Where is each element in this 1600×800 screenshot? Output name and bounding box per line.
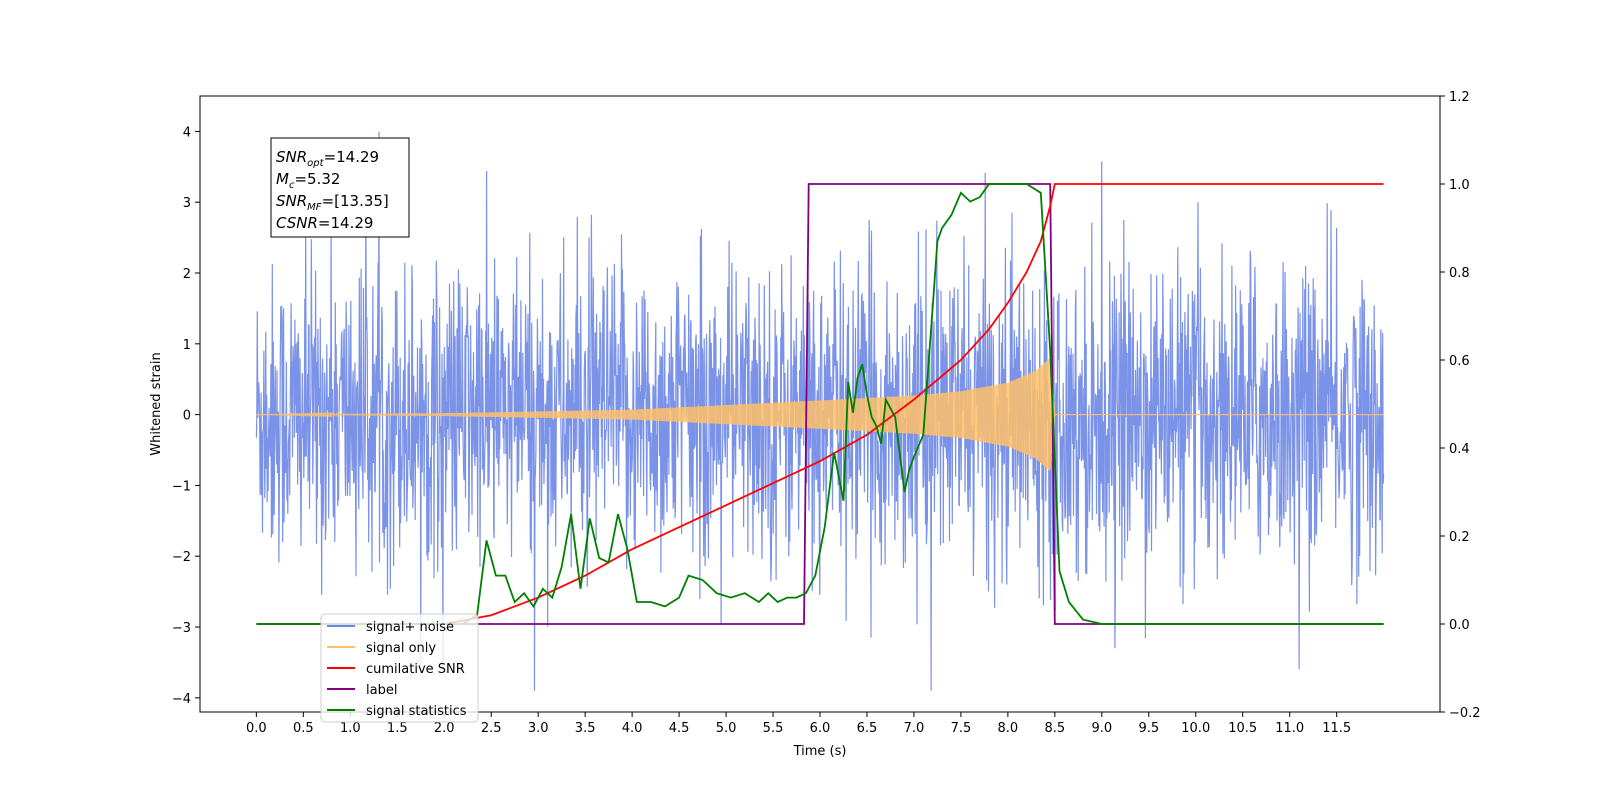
legend: signal+ noise signal only cumilative SNR la…	[320, 613, 479, 723]
y-axis-label: Whitened strain	[149, 352, 164, 455]
y2-tick-label: 1.0	[1449, 178, 1470, 193]
y-tick-label: 3	[183, 196, 191, 211]
legend-label: signal+ noise	[366, 620, 454, 635]
x-tick-label: 2.5	[481, 721, 502, 736]
x-tick-label: 5.0	[716, 721, 737, 736]
y-tick-label: −3	[172, 621, 191, 636]
series-signal-statistics	[256, 183, 1384, 625]
annotation-line: Mc=5.32	[276, 170, 340, 191]
y-tick-label: 2	[183, 267, 191, 282]
x-tick-label: 0.0	[246, 721, 267, 736]
plot-area	[255, 131, 1385, 691]
x-tick-label: 8.0	[998, 721, 1019, 736]
x-tick-label: 8.5	[1045, 721, 1066, 736]
x-tick-label: 9.5	[1138, 721, 1159, 736]
y2-tick-label: 1.2	[1449, 90, 1470, 105]
y-tick-label: −4	[172, 692, 191, 707]
x-tick-label: 1.5	[387, 721, 408, 736]
annotation-line: CSNR=14.29	[276, 214, 373, 232]
x-tick-label: 10.5	[1228, 721, 1257, 736]
legend-label: signal only	[366, 641, 436, 656]
y-tick-label: −2	[172, 550, 191, 565]
y2-tick-label: 0.6	[1449, 354, 1470, 369]
y2-tick-label: 0.4	[1449, 442, 1470, 457]
x-tick-label: 1.0	[340, 721, 361, 736]
x-tick-label: 11.5	[1322, 721, 1351, 736]
x-tick-label: 2.0	[434, 721, 455, 736]
series-signal-only	[256, 358, 1384, 471]
y-axis-right: −0.2 0.0 0.2 0.4 0.6 0.8 1.0 1.2	[1440, 90, 1481, 721]
x-tick-label: 7.0	[904, 721, 925, 736]
y2-tick-label: −0.2	[1449, 706, 1481, 721]
x-tick-label: 10.0	[1181, 721, 1210, 736]
x-tick-label: 7.5	[951, 721, 972, 736]
x-tick-label: 5.5	[763, 721, 784, 736]
y-tick-label: 0	[183, 409, 191, 424]
y2-tick-label: 0.0	[1449, 618, 1470, 633]
y-tick-label: 1	[183, 338, 191, 353]
x-tick-label: 6.0	[810, 721, 831, 736]
snr-annotation-box: SNRopt=14.29Mc=5.32SNRMF=[13.35]CSNR=14.…	[270, 137, 410, 238]
x-axis-label: Time (s)	[793, 744, 847, 759]
legend-label: label	[366, 683, 397, 698]
y2-tick-label: 0.2	[1449, 530, 1470, 545]
x-tick-label: 11.0	[1275, 721, 1304, 736]
y-tick-label: 4	[183, 125, 191, 140]
y2-tick-label: 0.8	[1449, 266, 1470, 281]
y-tick-label: −1	[172, 479, 191, 494]
x-tick-label: 6.5	[857, 721, 878, 736]
legend-label: signal statistics	[366, 704, 467, 719]
y-axis-left: −4 −3 −2 −1 0 1 2 3 4	[172, 125, 200, 707]
series-cumulative-snr	[444, 183, 1384, 625]
x-tick-label: 4.0	[622, 721, 643, 736]
series-signal-noise	[255, 131, 1385, 691]
annotation-line: SNRMF=[13.35]	[276, 192, 389, 213]
x-tick-label: 9.0	[1091, 721, 1112, 736]
annotation-line: SNRopt=14.29	[276, 148, 379, 169]
legend-label: cumilative SNR	[366, 662, 465, 677]
x-tick-label: 3.5	[575, 721, 596, 736]
x-tick-label: 3.0	[528, 721, 549, 736]
x-tick-label: 4.5	[669, 721, 690, 736]
x-axis: 0.0 0.5 1.0 1.5 2.0 2.5 3.0 3.5 4.0 4.5 5.0 5.5 6.0 6…	[246, 712, 1351, 736]
x-tick-label: 0.5	[293, 721, 314, 736]
